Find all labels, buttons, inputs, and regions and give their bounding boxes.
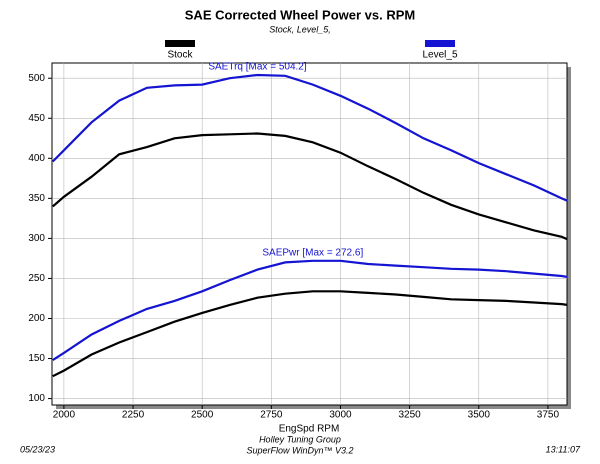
legend-label: Stock [167, 50, 193, 61]
y-tick-label: 400 [28, 153, 45, 164]
y-tick-label: 100 [28, 393, 45, 404]
x-tick-label: 2750 [260, 410, 283, 421]
legend-swatch [165, 40, 195, 47]
y-tick-label: 300 [28, 233, 45, 244]
y-tick-label: 150 [28, 353, 45, 364]
annotation: SAETrq [Max = 504.2] [208, 62, 307, 73]
x-tick-label: 3500 [468, 410, 491, 421]
legend-label: Level_5 [422, 50, 457, 61]
y-tick-label: 200 [28, 313, 45, 324]
plot-area [51, 62, 568, 406]
line-torque [52, 132, 568, 241]
x-tick-label: 2000 [53, 410, 76, 421]
line-power [52, 259, 568, 362]
y-tick-label: 250 [28, 273, 45, 284]
x-tick-label: 3250 [398, 410, 421, 421]
legend-swatch [425, 40, 455, 47]
line-torque [52, 73, 568, 202]
y-tick-label: 450 [28, 113, 45, 124]
x-tick-label: 2500 [191, 410, 214, 421]
annotation: SAEPwr [Max = 272.6] [262, 247, 363, 258]
y-tick-label: 500 [28, 73, 45, 84]
footer-company: Holley Tuning Group [259, 434, 341, 444]
chart-subtitle: Stock, Level_5, [269, 24, 331, 34]
footer-date: 05/23/23 [20, 444, 55, 454]
y-tick-label: 350 [28, 193, 45, 204]
line-power [52, 290, 568, 378]
x-tick-label: 2250 [122, 410, 145, 421]
chart-title: SAE Corrected Wheel Power vs. RPM [185, 7, 415, 22]
footer-software: SuperFlow WinDyn™ V3.2 [247, 445, 354, 455]
x-tick-label: 3000 [329, 410, 352, 421]
footer-time: 13:11:07 [546, 444, 581, 454]
x-axis-label: EngSpd RPM [279, 424, 340, 435]
x-tick-label: 3750 [537, 410, 560, 421]
